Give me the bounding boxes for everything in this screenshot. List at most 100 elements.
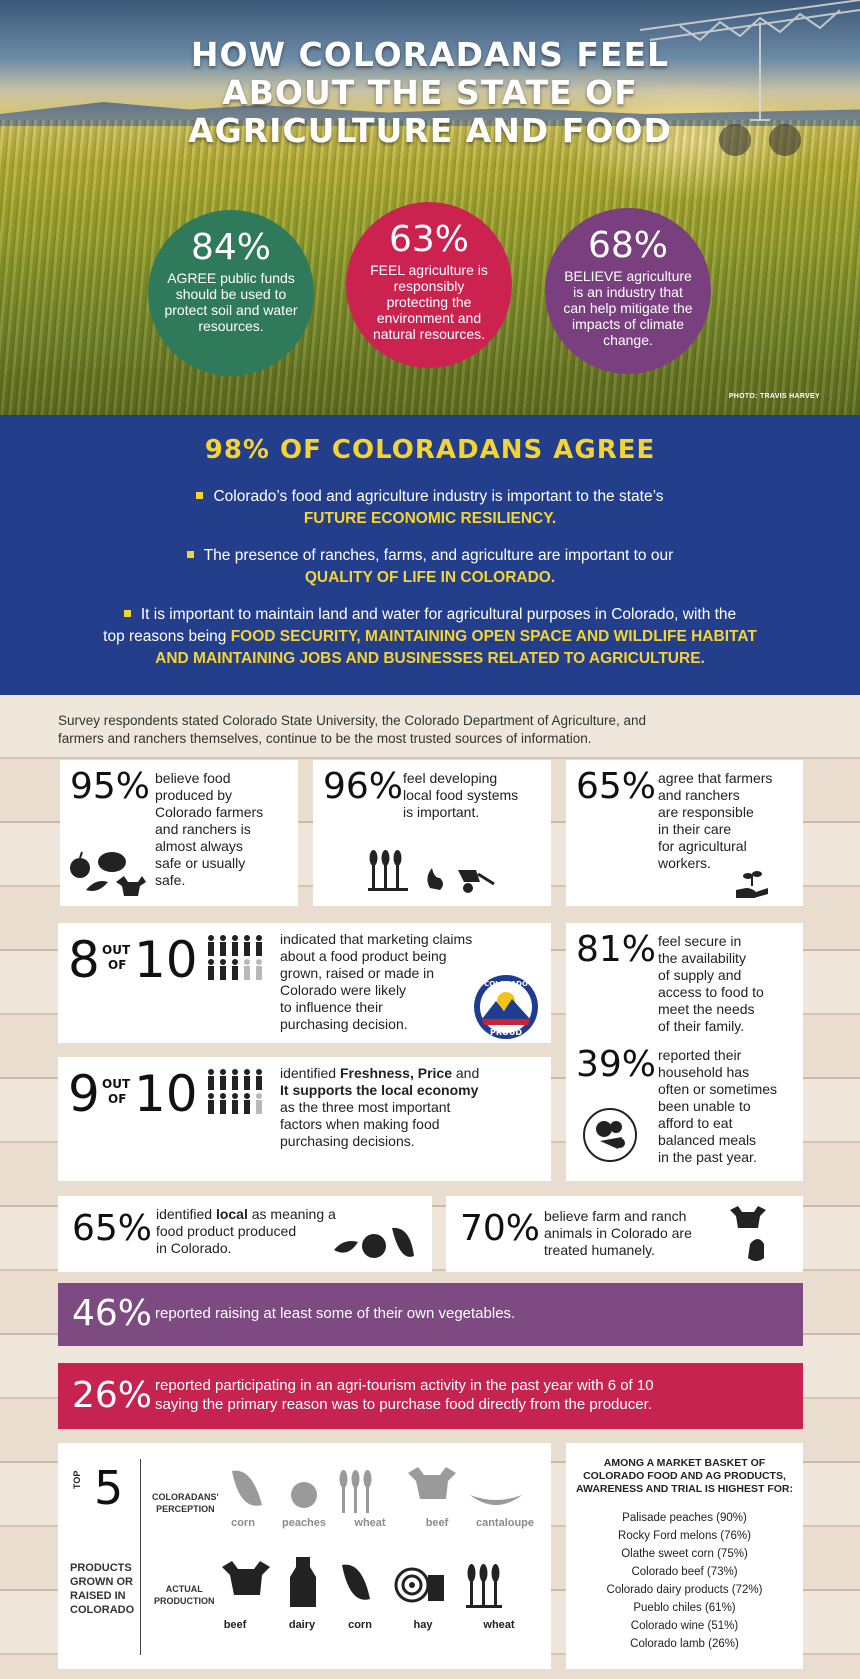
stat-value: 70% (460, 1208, 541, 1249)
stat-line: almost always (155, 838, 243, 854)
agree-title: 98% OF COLORADANS AGREE (204, 435, 656, 465)
stat-card-animal-welfare: 70% believe farm and ranch animals in Co… (446, 1196, 803, 1272)
stat-line: are responsible (658, 804, 754, 820)
bullet-highlight: QUALITY OF LIFE IN COLORADO. (304, 569, 556, 586)
stat-line: often or sometimes (658, 1081, 778, 1097)
perception-item: cantaloupe (475, 1517, 535, 1529)
stat-line: safe. (155, 872, 186, 888)
stat-out: OUT (102, 943, 131, 957)
stat-text: reported participating in an agri-touris… (155, 1376, 654, 1414)
heading-line: AMONG A MARKET BASKET OF (603, 1457, 766, 1469)
label-line: COLORADANS' (152, 1492, 219, 1502)
production-item: wheat (483, 1619, 515, 1631)
stat-line: to influence their (280, 999, 383, 1015)
beef-icon (222, 1561, 270, 1595)
stat-emphasis: It supports the local economy (280, 1082, 479, 1098)
intro-text: Survey respondents stated Colorado State… (58, 712, 818, 748)
corn-icon (342, 1564, 370, 1600)
stat-line: factors when making food (280, 1116, 440, 1132)
dairy-icon (290, 1557, 316, 1607)
stat-line: as the three most important (280, 1099, 451, 1115)
people-icon (208, 935, 262, 980)
stat-line: animals in Colorado are (544, 1225, 692, 1241)
stat-line: reported participating in an agri-touris… (155, 1377, 654, 1394)
top-number: 5 (94, 1461, 124, 1515)
stat-value: 8 (68, 931, 100, 989)
hero-photo: HOW COLORADANS FEEL ABOUT THE STATE OF A… (0, 0, 860, 415)
stat-ten: 10 (134, 931, 198, 989)
perception-item: beef (425, 1517, 449, 1529)
stat-text: reported raising at least some of their … (155, 1305, 516, 1322)
stat-value: 81% (576, 929, 657, 970)
logo-text-bottom: PROUD (490, 1028, 522, 1037)
wheat-icon (466, 1564, 502, 1608)
bullet-icon (186, 551, 194, 558)
stat-value: 68% (587, 225, 668, 266)
wheat-icon (339, 1470, 372, 1513)
chile-peach-corn-icon (334, 1227, 414, 1258)
produce-icon (70, 851, 146, 896)
perception-item: peaches (281, 1517, 327, 1529)
stat-line: reported their (658, 1047, 742, 1063)
stat-line: feel secure in (658, 933, 742, 949)
stat-value: 39% (576, 1044, 657, 1085)
stat-line: of their family. (658, 1018, 745, 1034)
stat-line: food product produced (156, 1223, 297, 1239)
stat-value: 9 (68, 1065, 100, 1123)
stat-out: OUT (102, 1077, 131, 1091)
production-label: ACTUAL PRODUCTION (154, 1583, 215, 1607)
stat-line: Colorado farmers (155, 804, 264, 820)
bullet-text: top reasons being (103, 628, 227, 645)
stat-line: Colorado were likely (280, 982, 407, 998)
perception-item: wheat (354, 1517, 386, 1529)
stat-text: indicated that marketing claims about a … (280, 931, 472, 1033)
stat-banner-agritourism: 26% reported participating in an agri-to… (58, 1363, 803, 1429)
agree-bullet: Colorado’s food and agriculture industry… (0, 486, 860, 530)
stat-line: household has (658, 1064, 750, 1080)
stat-circle-environment: 63% FEEL agriculture is responsibly prot… (346, 202, 512, 368)
stat-text: reported their household has often or so… (658, 1047, 777, 1166)
stat-part: as meaning a (247, 1206, 336, 1222)
stat-text: identified local as meaning a food produ… (156, 1206, 336, 1257)
stat-line: been unable to (658, 1098, 751, 1114)
stat-line: believe farm and ranch (544, 1208, 687, 1224)
corn-icon (232, 1470, 262, 1506)
market-basket-list: Palisade peaches (90%) Rocky Ford melons… (566, 1509, 803, 1653)
bullet-text: The presence of ranches, farms, and agri… (203, 547, 674, 564)
perception-label: COLORADANS' PERCEPTION (152, 1491, 219, 1515)
stat-line: about a food product being (280, 948, 447, 964)
colorado-proud-logo: COLORADO PROUD (474, 975, 538, 1039)
perception-icons (232, 1467, 522, 1513)
stat-line: It supports the local economy (280, 1082, 479, 1099)
bullet-highlight: AND MAINTAINING JOBS AND BUSINESSES RELA… (155, 650, 705, 667)
stat-line: purchasing decision. (280, 1016, 408, 1032)
balanced-meal-icon (583, 1108, 637, 1162)
title-line: AGRICULTURE AND FOOD (188, 111, 672, 150)
photo-credit: PHOTO: TRAVIS HARVEY (728, 393, 820, 400)
stat-value: 84% (190, 227, 271, 268)
stat-value: 65% (576, 766, 657, 807)
stat-line: local food systems (403, 787, 519, 803)
stat-text: identified Freshness, Price and It suppo… (280, 1065, 479, 1150)
stat-line: in their care (658, 821, 732, 837)
stat-banner-vegetables: 46% reported raising at least some of th… (58, 1283, 803, 1346)
hay-icon (394, 1567, 444, 1603)
stat-line: indicated that marketing claims (280, 931, 473, 947)
production-item: hay (413, 1619, 433, 1631)
hand-plant-icon (736, 871, 768, 898)
stat-emphasis: Freshness, Price (339, 1065, 452, 1081)
stat-line: of supply and (658, 967, 742, 983)
logo-text-top: COLORADO (484, 980, 528, 988)
stat-line: believe food (155, 770, 231, 786)
stat-line: and ranchers is (155, 821, 251, 837)
list-item: Palisade peaches (90%) (622, 1512, 747, 1524)
people-icon (208, 1069, 262, 1114)
bullet-icon (196, 492, 204, 499)
bullet-text: It is important to maintain land and wat… (140, 606, 737, 623)
agree-section: 98% OF COLORADANS AGREE Colorado’s food … (0, 415, 860, 695)
intro-line: Survey respondents stated Colorado State… (58, 713, 647, 728)
production-item: corn (348, 1619, 372, 1631)
stat-line: grown, raised or made in (280, 965, 435, 981)
stat-card-food-safety: 95% believe food produced by Colorado fa… (60, 760, 298, 906)
stat-emphasis: local (215, 1206, 248, 1222)
